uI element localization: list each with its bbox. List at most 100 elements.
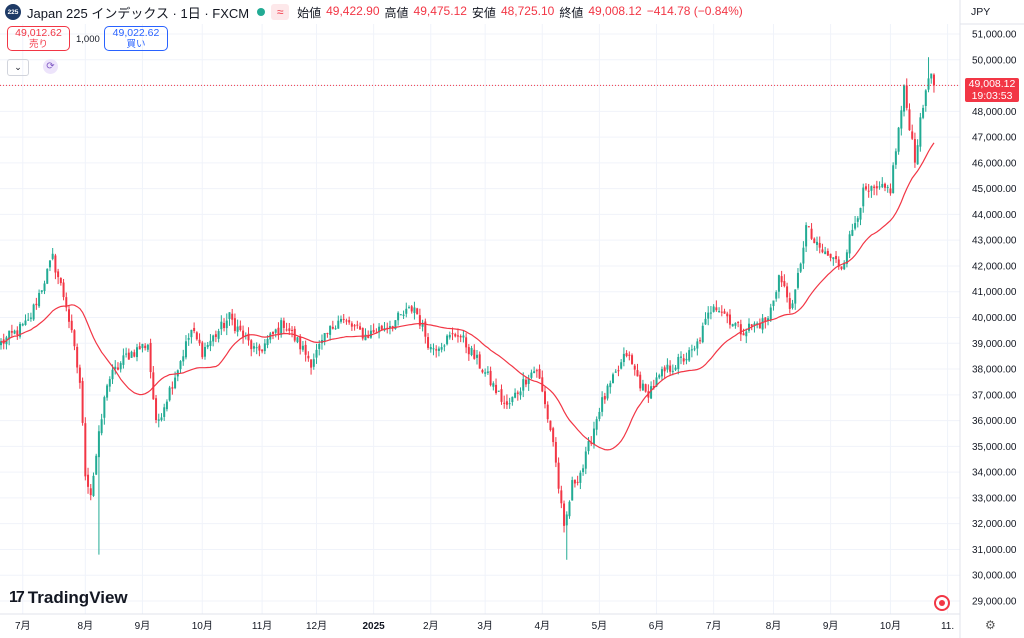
- candle-body: [707, 312, 710, 319]
- symbol-title[interactable]: Japan 225 インデックス · 1日 · FXCM: [27, 5, 250, 21]
- candle-body: [476, 354, 478, 358]
- x-tick-label: 11月: [252, 620, 272, 632]
- x-tick-label: 9月: [823, 620, 839, 632]
- y-tick-label: 31,000.00: [972, 545, 1017, 556]
- candle-body: [704, 318, 707, 325]
- candle-body: [840, 266, 843, 270]
- candle-body: [903, 85, 906, 112]
- x-tick-label: 2025: [363, 621, 386, 632]
- candle-body: [435, 349, 438, 351]
- candle-body: [263, 343, 266, 352]
- candle-body: [715, 307, 718, 311]
- collapse-chevron-icon[interactable]: ⌄: [7, 59, 29, 76]
- candle-body: [0, 341, 2, 346]
- candle-body: [598, 411, 601, 419]
- candle-body: [587, 441, 590, 452]
- buy-button[interactable]: 49,022.62 買い: [104, 26, 168, 51]
- sell-label: 売り: [28, 39, 48, 50]
- candle-body: [437, 348, 440, 351]
- candle-body: [165, 401, 168, 410]
- candle-body: [337, 320, 340, 329]
- candle-body: [397, 312, 400, 321]
- candle-body: [696, 341, 699, 349]
- y-tick-label: 33,000.00: [972, 493, 1017, 504]
- candle-body: [734, 323, 737, 326]
- candle-body: [655, 377, 658, 387]
- candle-body: [51, 253, 54, 259]
- buy-label: 買い: [126, 39, 146, 50]
- sell-button[interactable]: 49,012.62 売り: [7, 26, 70, 51]
- symbol-badge-icon[interactable]: 225: [5, 4, 21, 20]
- y-tick-label: 42,000.00: [972, 261, 1017, 272]
- candle-body: [666, 364, 669, 370]
- record-icon[interactable]: [934, 595, 950, 611]
- candle-body: [576, 481, 579, 483]
- y-tick-label: 51,000.00: [972, 30, 1017, 41]
- candle-body: [242, 330, 245, 337]
- candle-body: [497, 390, 500, 392]
- candle-body: [212, 335, 215, 342]
- candle-body: [712, 306, 715, 312]
- candle-body: [495, 384, 498, 394]
- candle-body: [356, 324, 359, 326]
- candle-body: [641, 383, 644, 391]
- candle-body: [582, 468, 585, 473]
- candle-body: [832, 257, 835, 260]
- candle-body: [454, 334, 457, 337]
- candle-body: [739, 324, 742, 335]
- candle-body: [427, 337, 430, 348]
- candle-body: [76, 346, 79, 368]
- candle-body: [758, 323, 761, 329]
- candle-body: [32, 304, 35, 320]
- x-tick-label: 8月: [766, 620, 782, 632]
- refresh-icon[interactable]: ⟳: [43, 59, 58, 74]
- candle-body: [100, 419, 103, 434]
- y-tick-label: 46,000.00: [972, 158, 1017, 169]
- x-tick-label: 6月: [649, 620, 665, 632]
- tradingview-logo[interactable]: 17 TradingView: [9, 588, 128, 608]
- candle-body: [89, 488, 92, 496]
- candle-body: [206, 344, 209, 348]
- candle-body: [266, 338, 269, 346]
- high-label: 高値: [384, 5, 409, 20]
- chart-header: 225 Japan 225 インデックス · 1日 · FXCM ≈ 始値 49,…: [0, 0, 960, 24]
- candle-body: [103, 397, 106, 418]
- candle-body: [522, 379, 525, 391]
- candle-body: [554, 441, 557, 463]
- data-status-icon[interactable]: ≈: [271, 4, 290, 20]
- candle-body: [503, 402, 506, 404]
- candle-body: [106, 385, 109, 398]
- candle-body: [111, 369, 114, 380]
- gear-icon[interactable]: ⚙: [985, 618, 996, 632]
- candle-body: [410, 306, 413, 312]
- candle-body: [897, 127, 900, 152]
- y-tick-label: 38,000.00: [972, 365, 1017, 376]
- candle-body: [677, 356, 680, 370]
- candle-body: [201, 342, 204, 358]
- candle-body: [486, 371, 489, 373]
- candle-body: [261, 349, 264, 352]
- candle-body: [835, 255, 838, 260]
- currency-button[interactable]: JPY: [971, 6, 991, 18]
- candle-body: [718, 310, 721, 312]
- y-tick-label: 34,000.00: [972, 468, 1017, 479]
- candle-body: [533, 371, 536, 373]
- candle-body: [908, 109, 911, 131]
- candle-body: [780, 276, 783, 283]
- candle-body: [78, 367, 81, 383]
- candle-body: [862, 187, 865, 207]
- candle-body: [217, 331, 220, 339]
- candle-body: [345, 320, 348, 322]
- candle-body: [478, 354, 481, 369]
- open-value: 49,422.90: [326, 3, 380, 18]
- candle-body: [748, 323, 750, 331]
- candle-body: [125, 353, 128, 355]
- candle-body: [277, 327, 280, 335]
- candle-body: [70, 320, 73, 331]
- candle-body: [138, 346, 141, 350]
- candle-body: [671, 370, 674, 372]
- candle-body: [927, 78, 930, 90]
- candle-body: [432, 348, 435, 350]
- candle-body: [97, 431, 100, 458]
